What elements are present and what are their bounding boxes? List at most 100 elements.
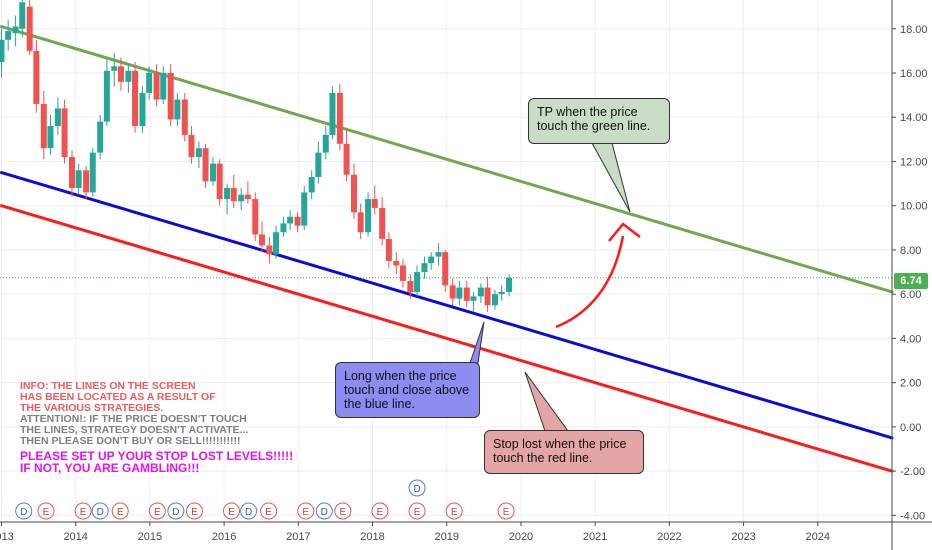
earnings-marker[interactable]: E (445, 502, 463, 520)
earnings-marker-circle (371, 502, 389, 520)
dividend-marker[interactable]: D (167, 502, 185, 520)
candle-body (477, 287, 484, 297)
event-marker-label: E (154, 507, 161, 518)
tp-callout-pointer (591, 142, 631, 213)
earnings-marker[interactable]: E (37, 502, 55, 520)
long-callout: Long when the price touch and close abov… (335, 362, 480, 418)
candle (47, 115, 54, 155)
time-tick-label: 2020 (509, 531, 533, 543)
candle (230, 174, 237, 208)
event-marker-label: E (302, 507, 309, 518)
dividend-marker[interactable]: D (315, 502, 333, 520)
earnings-marker[interactable]: E (334, 502, 352, 520)
earnings-marker-circle (223, 502, 241, 520)
stop-callout: Stop lost when the price touch the red l… (484, 430, 644, 474)
price-tick-label: 0.00 (900, 422, 921, 434)
event-marker-label: E (191, 507, 198, 518)
price-tick-label: 2.00 (900, 378, 921, 390)
candle (371, 185, 378, 215)
earnings-marker-circle (148, 502, 166, 520)
candle (12, 15, 19, 47)
candle (266, 236, 273, 264)
candle-body (414, 272, 421, 292)
candle-body (385, 238, 392, 261)
candle-body (463, 287, 470, 301)
earnings-marker-circle (37, 502, 55, 520)
event-marker-label: D (97, 507, 104, 518)
candle (174, 92, 181, 127)
info-line-3: THE VARIOUS STRATEGIES. (20, 402, 164, 414)
last-price-tag: 6.74 (894, 273, 928, 289)
earnings-marker[interactable]: E (223, 502, 241, 520)
earnings-marker[interactable]: E (497, 502, 515, 520)
candle (435, 243, 442, 266)
candle (456, 280, 463, 306)
candle (40, 90, 47, 160)
time-tick-label: 2022 (657, 531, 681, 543)
candle (117, 57, 124, 91)
event-marker-label: E (265, 507, 272, 518)
candle (139, 86, 146, 133)
event-marker-label: E (503, 507, 510, 518)
candle (385, 232, 392, 268)
time-tick-label: 2013 (0, 531, 14, 543)
candle (470, 291, 477, 312)
candle-body (399, 265, 406, 281)
info-line-5: THE LINES, STRATEGY DOESN'T ACTIVATE... (20, 424, 249, 436)
event-marker-label: D (172, 507, 179, 518)
time-tick-label: 2016 (212, 531, 236, 543)
earnings-marker[interactable]: E (408, 502, 426, 520)
earnings-marker[interactable]: E (111, 502, 129, 520)
long-callout-line-1: Long when the price (344, 369, 457, 383)
candle-body (371, 199, 378, 208)
long-callout-line-2: touch and close above (344, 383, 470, 397)
time-tick-label: 2017 (286, 531, 310, 543)
trend-lines[interactable] (0, 25, 894, 473)
green-line[interactable] (0, 25, 894, 294)
blue-line[interactable] (0, 171, 894, 440)
red-line[interactable] (0, 204, 894, 473)
earnings-marker[interactable]: E (185, 502, 203, 520)
price-tick-label: -2.00 (900, 466, 925, 478)
candle-body (336, 92, 343, 144)
earnings-marker[interactable]: E (371, 502, 389, 520)
candle-body (117, 66, 124, 82)
tp-callout-line-1: TP when the price (537, 105, 638, 119)
dividend-marker-circle (91, 502, 109, 520)
candles (0, 0, 513, 312)
candle-body (132, 70, 139, 127)
event-marker-label: D (321, 507, 328, 518)
dividend-marker[interactable]: D (15, 502, 33, 520)
candle (463, 280, 470, 308)
candle (506, 274, 513, 297)
candle (54, 97, 61, 135)
earnings-marker[interactable]: E (297, 502, 315, 520)
candle-body (202, 148, 209, 182)
candle-body (26, 6, 33, 51)
earnings-marker-circle (260, 502, 278, 520)
candle (301, 185, 308, 231)
candle (202, 143, 209, 189)
dividend-marker[interactable]: D (91, 502, 109, 520)
earnings-marker[interactable]: E (148, 502, 166, 520)
event-marker-label: D (413, 484, 420, 495)
price-tick-label: 18.00 (900, 24, 928, 36)
earnings-marker-circle (497, 502, 515, 520)
candle (103, 59, 110, 127)
candle (365, 192, 372, 237)
candle-body (442, 252, 449, 286)
tp-callout: TP when the price touch the green line. (528, 98, 670, 144)
dividend-marker[interactable]: D (240, 502, 258, 520)
stop-callout-pointer (524, 371, 569, 432)
candle (238, 188, 245, 211)
dividend-marker[interactable]: D (408, 479, 426, 497)
candle-body (33, 50, 40, 104)
candle-body (125, 70, 132, 82)
candle-body (449, 285, 456, 299)
earnings-marker[interactable]: E (260, 502, 278, 520)
candle-body (12, 26, 19, 34)
earnings-marker[interactable]: E (74, 502, 92, 520)
candle (224, 183, 231, 215)
candle-body (393, 261, 400, 266)
